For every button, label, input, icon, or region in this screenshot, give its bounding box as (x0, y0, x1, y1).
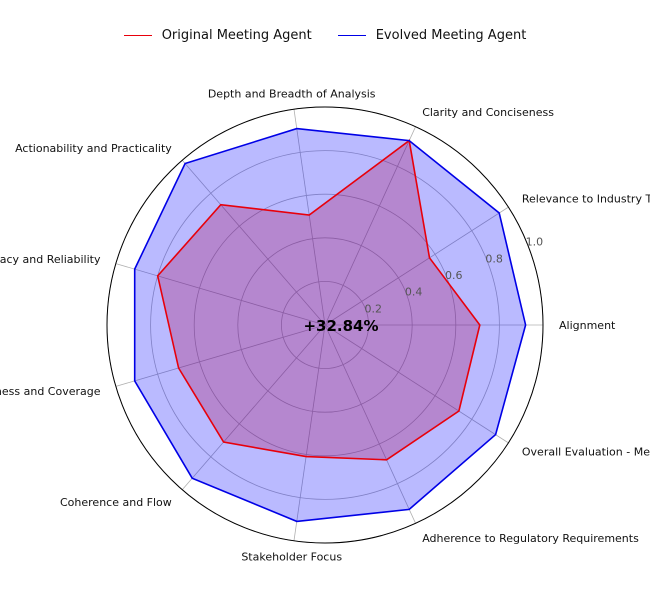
spoke-2 (324, 126, 416, 326)
category-label-7: Coherence and Flow (60, 496, 172, 509)
spoke-8 (293, 324, 326, 541)
series-line-1 (133, 127, 527, 523)
spoke-3 (293, 109, 326, 326)
chart-legend: Original Meeting Agent Evolved Meeting A… (0, 24, 650, 46)
category-label-0: Alignment (559, 319, 616, 332)
category-label-10: Overall Evaluation - Mean Score (522, 446, 650, 459)
series-fill-0 (157, 140, 480, 460)
series-fill-1 (134, 128, 526, 522)
center-improvement-label: +32.84% (303, 317, 378, 335)
spoke-7 (181, 324, 326, 491)
spoke-6 (115, 324, 326, 387)
category-label-1: Relevance to Industry Trends (522, 193, 650, 206)
category-label-8: Stakeholder Focus (241, 551, 342, 564)
radial-tick-label-1: 0.4 (405, 286, 423, 299)
spoke-10 (324, 324, 509, 444)
spoke-1 (324, 206, 509, 326)
legend-label-evolved: Evolved Meeting Agent (375, 27, 527, 43)
series-line-0 (156, 139, 481, 461)
spoke-9 (324, 324, 416, 524)
legend-item-evolved: Evolved Meeting Agent (337, 24, 527, 46)
legend-item-original: Original Meeting Agent (123, 24, 312, 46)
legend-swatch-original (123, 34, 152, 36)
legend-swatch-evolved (337, 34, 366, 36)
category-label-3: Depth and Breadth of Analysis (208, 87, 376, 100)
radial-tick-label-3: 0.8 (485, 252, 503, 265)
radial-tick-label-0: 0.2 (365, 302, 383, 315)
category-label-6: Completeness and Coverage (0, 385, 101, 398)
category-label-4: Actionability and Practicality (15, 142, 172, 155)
category-label-2: Clarity and Conciseness (422, 106, 554, 119)
category-label-5: Accuracy and Reliability (0, 253, 101, 266)
outer-frame (106, 106, 544, 544)
spoke-4 (181, 159, 326, 326)
category-label-9: Adherence to Regulatory Requirements (422, 532, 639, 545)
spoke-5 (115, 263, 326, 326)
radial-tick-label-2: 0.6 (445, 269, 463, 282)
legend-label-original: Original Meeting Agent (161, 27, 312, 43)
radial-tick-label-4: 1.0 (526, 236, 544, 249)
